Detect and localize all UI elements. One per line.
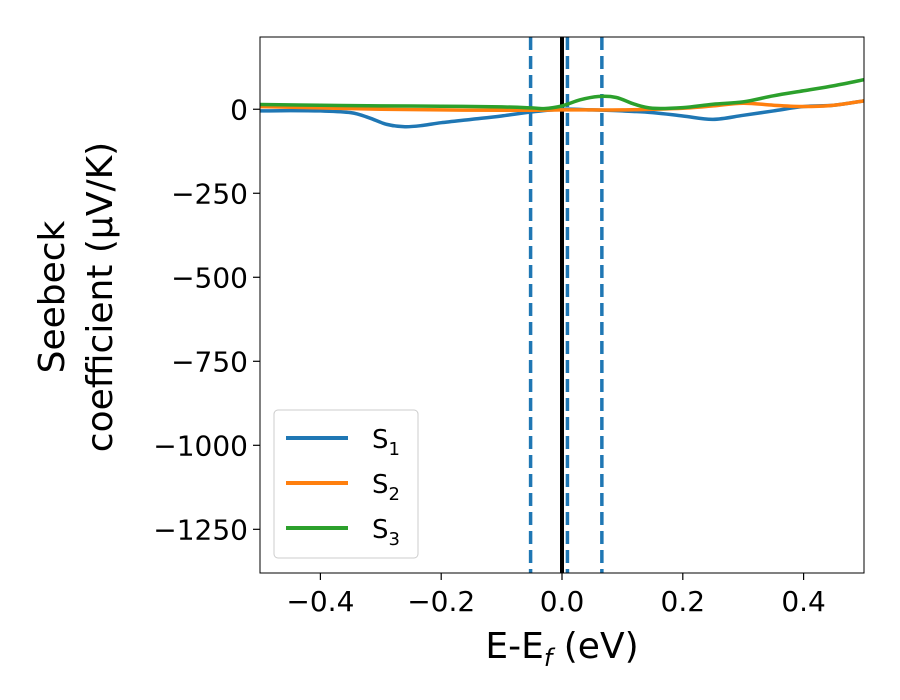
x-axis-title: E-Ef (eV): [485, 626, 638, 672]
legend-label-main: S: [372, 470, 389, 500]
y-axis-title: Seebeck coefficient (μV/K): [32, 142, 121, 452]
y-tick-label: −500: [171, 261, 248, 294]
legend-label-main: S: [372, 515, 389, 545]
vertical-lines: [528, 37, 604, 573]
x-tick-label: 0.2: [661, 585, 706, 618]
series-lines: [260, 77, 864, 129]
x-tick-label: −0.4: [286, 585, 354, 618]
legend-label-s2: S2: [372, 470, 400, 505]
y-tick-label: −1000: [153, 429, 248, 462]
y-tick-label: −1250: [153, 513, 248, 546]
series-line-s2: [260, 99, 864, 113]
legend-label-main: S: [372, 425, 389, 455]
x-axis-title-tail: (eV): [552, 626, 638, 667]
legend-label-sub: 2: [389, 484, 400, 505]
y-axis-title-line2: coefficient (μV/K): [80, 142, 121, 452]
y-tick-label: 0: [230, 93, 248, 126]
x-tick-label: 0.0: [540, 585, 585, 618]
y-axis-title-line1: Seebeck: [32, 220, 73, 373]
x-tick-label: −0.2: [407, 585, 475, 618]
legend-label-s1: S1: [372, 425, 400, 460]
series-line-s3: [260, 77, 864, 111]
legend-label-sub: 3: [389, 529, 400, 550]
y-ticks: 0 −250 −500 −750 −1000 −1250: [153, 93, 260, 546]
x-axis-title-main: E-E: [485, 626, 543, 667]
x-tick-label: 0.4: [781, 585, 826, 618]
y-tick-label: −750: [171, 345, 248, 378]
legend-label-sub: 1: [389, 439, 400, 460]
legend-label-s3: S3: [372, 515, 400, 550]
x-ticks: −0.4 −0.2 0.0 0.2 0.4: [286, 573, 826, 618]
y-tick-label: −250: [171, 177, 248, 210]
